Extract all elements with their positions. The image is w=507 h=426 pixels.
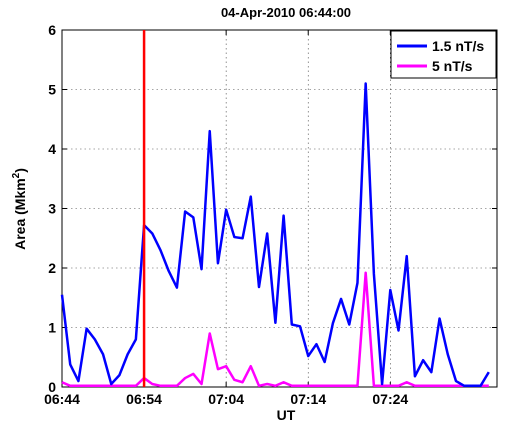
legend-label-series-1: 1.5 nT/s [432,38,484,54]
y-tick-label-3: 3 [48,201,56,217]
legend-box [390,30,497,79]
y-tick-label-2: 2 [48,260,56,276]
x-tick-label-0: 06:44 [44,391,80,407]
axis-ticks: 0 1 2 3 4 5 6 06:44 06:54 07:04 07:14 07:24 [44,22,497,407]
y-tick-label-5: 5 [48,82,56,98]
series-line-2 [61,271,489,388]
y-axis-label-end: ) [12,168,28,173]
y-axis-label-main: Area (Mkm [12,178,28,250]
x-tick-label-3: 07:14 [290,391,326,407]
y-tick-label-6: 6 [48,22,56,38]
x-tick-label-2: 07:04 [208,391,244,407]
y-tick-label-4: 4 [48,141,56,157]
chart-title: 04-Apr-2010 06:44:00 [221,5,351,20]
y-tick-label-0: 0 [48,379,56,395]
y-tick-label-1: 1 [48,320,56,336]
x-tick-label-4: 07:24 [372,391,408,407]
y-axis-label-superscript: 2 [11,172,22,178]
x-tick-label-1: 06:54 [126,391,162,407]
legend-label-series-2: 5 nT/s [432,58,473,74]
series-line-1 [60,82,490,388]
series-lines [60,82,490,388]
y-axis-label: Area (Mkm2) [11,168,28,250]
x-axis-label: UT [277,407,296,423]
grid [61,30,497,387]
legend: 1.5 nT/s 5 nT/s [390,30,497,79]
